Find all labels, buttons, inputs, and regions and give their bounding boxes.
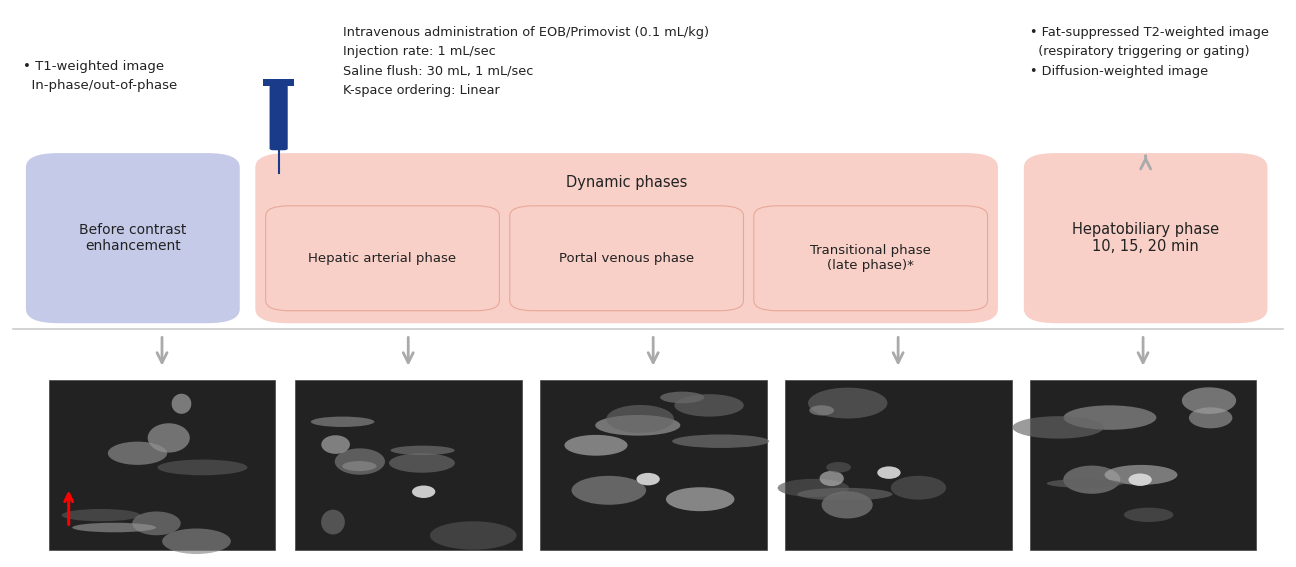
FancyBboxPatch shape xyxy=(1029,380,1256,550)
Ellipse shape xyxy=(778,479,849,497)
Text: Transitional phase
(late phase)*: Transitional phase (late phase)* xyxy=(810,244,931,272)
Ellipse shape xyxy=(1129,473,1152,486)
Text: Intravenous administration of EOB/Primovist (0.1 mL/kg)
Injection rate: 1 mL/sec: Intravenous administration of EOB/Primov… xyxy=(343,26,710,97)
Ellipse shape xyxy=(108,442,167,465)
Text: • Fat-suppressed T2-weighted image
  (respiratory triggering or gating)
• Diffus: • Fat-suppressed T2-weighted image (resp… xyxy=(1030,26,1269,78)
FancyBboxPatch shape xyxy=(1024,153,1267,323)
Ellipse shape xyxy=(321,510,345,535)
Ellipse shape xyxy=(1047,479,1122,488)
Ellipse shape xyxy=(827,462,851,472)
Ellipse shape xyxy=(822,491,872,518)
Ellipse shape xyxy=(389,453,455,473)
FancyBboxPatch shape xyxy=(255,153,998,323)
Ellipse shape xyxy=(595,415,680,435)
FancyBboxPatch shape xyxy=(754,206,988,311)
Ellipse shape xyxy=(660,392,704,403)
Ellipse shape xyxy=(1182,387,1236,414)
Text: Portal venous phase: Portal venous phase xyxy=(559,252,695,265)
Ellipse shape xyxy=(148,423,189,452)
Ellipse shape xyxy=(666,487,735,511)
Ellipse shape xyxy=(673,434,770,448)
Ellipse shape xyxy=(334,448,385,475)
Ellipse shape xyxy=(809,388,888,418)
Ellipse shape xyxy=(1124,507,1173,522)
FancyBboxPatch shape xyxy=(270,85,288,150)
Ellipse shape xyxy=(430,521,517,549)
Ellipse shape xyxy=(607,405,674,433)
FancyBboxPatch shape xyxy=(784,380,1011,550)
Ellipse shape xyxy=(1188,407,1232,428)
Ellipse shape xyxy=(877,467,901,479)
Ellipse shape xyxy=(321,435,350,454)
Ellipse shape xyxy=(162,528,231,554)
Ellipse shape xyxy=(62,509,140,521)
Text: Hepatobiliary phase
10, 15, 20 min: Hepatobiliary phase 10, 15, 20 min xyxy=(1072,222,1220,255)
Ellipse shape xyxy=(572,476,647,505)
Ellipse shape xyxy=(565,435,627,456)
Ellipse shape xyxy=(157,459,248,475)
Text: • T1-weighted image
  In-phase/out-of-phase: • T1-weighted image In-phase/out-of-phas… xyxy=(23,60,178,91)
Ellipse shape xyxy=(819,471,844,486)
Ellipse shape xyxy=(809,405,835,416)
Text: Before contrast
enhancement: Before contrast enhancement xyxy=(79,223,187,253)
FancyBboxPatch shape xyxy=(509,206,744,311)
FancyBboxPatch shape xyxy=(539,380,766,550)
Ellipse shape xyxy=(1104,465,1178,485)
Ellipse shape xyxy=(342,461,377,471)
Ellipse shape xyxy=(1012,416,1104,439)
FancyBboxPatch shape xyxy=(49,380,275,550)
FancyBboxPatch shape xyxy=(263,79,294,86)
Ellipse shape xyxy=(132,511,180,535)
Text: Dynamic phases: Dynamic phases xyxy=(566,175,687,190)
Ellipse shape xyxy=(1064,405,1156,430)
Ellipse shape xyxy=(171,393,192,414)
Ellipse shape xyxy=(636,473,660,485)
Ellipse shape xyxy=(73,523,156,532)
Ellipse shape xyxy=(1063,466,1120,494)
Ellipse shape xyxy=(412,485,435,498)
FancyBboxPatch shape xyxy=(266,206,499,311)
Ellipse shape xyxy=(797,488,893,501)
Text: Hepatic arterial phase: Hepatic arterial phase xyxy=(308,252,456,265)
Ellipse shape xyxy=(390,446,455,455)
FancyBboxPatch shape xyxy=(295,380,521,550)
Ellipse shape xyxy=(890,476,946,500)
Ellipse shape xyxy=(311,417,375,427)
Ellipse shape xyxy=(674,394,744,417)
FancyBboxPatch shape xyxy=(26,153,240,323)
